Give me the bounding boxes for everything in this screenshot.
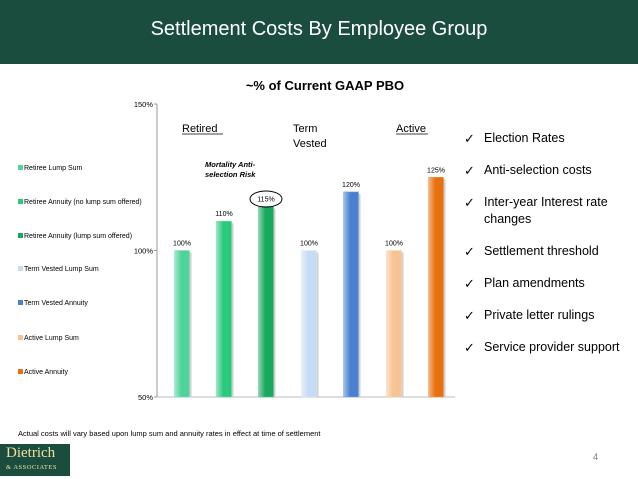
bullet-item: ✓ Plan amendments	[460, 275, 635, 292]
legend-swatch	[18, 266, 23, 271]
bar	[259, 207, 274, 397]
checkmark-icon: ✓	[464, 194, 475, 211]
legend-swatch	[18, 233, 23, 238]
legend-swatch	[18, 165, 23, 170]
bar-value-label: 100%	[173, 241, 191, 248]
bar-value-label: 120%	[342, 182, 360, 189]
legend-label: Active Lump Sum	[24, 335, 79, 342]
bullet-item: ✓ Settlement threshold	[460, 243, 635, 260]
bar	[429, 177, 444, 397]
bar-value-label: 115%	[257, 197, 274, 204]
legend-label: Retiree Annuity (lump sum offered)	[24, 233, 132, 240]
bar	[387, 251, 402, 398]
legend-label: Term Vested Annuity	[24, 300, 88, 307]
checkmark-icon: ✓	[464, 130, 475, 147]
bullet-item: ✓ Service provider support	[460, 339, 635, 356]
group-label: Term Vested	[293, 123, 327, 150]
bullet-item: ✓ Inter-year Interest rate changes	[460, 194, 635, 228]
legend-swatch	[18, 199, 23, 204]
checkmark-icon: ✓	[464, 307, 475, 324]
legend-swatch	[18, 369, 23, 374]
bar	[175, 251, 190, 398]
bullet-list: ✓ Election Rates ✓ Anti-selection costs ✓ I…	[460, 130, 635, 371]
y-tick-label: 150%	[134, 100, 154, 109]
bar	[217, 221, 232, 397]
legend-label: Retiree Annuity (no lump sum offered)	[24, 199, 142, 206]
page-number: 4	[593, 452, 598, 462]
group-label: Retired	[182, 123, 217, 135]
checkmark-icon: ✓	[464, 162, 475, 179]
footnote: Actual costs will vary based upon lump s…	[18, 429, 321, 438]
checkmark-icon: ✓	[464, 339, 475, 356]
legend-swatch	[18, 335, 23, 340]
legend-label: Active Annuity	[24, 369, 68, 376]
legend-label: Retiree Lump Sum	[24, 165, 83, 172]
y-tick-label: 100%	[134, 247, 154, 256]
bar-value-label: 125%	[427, 167, 445, 174]
checkmark-icon: ✓	[464, 243, 475, 260]
legend-label: Term Vested Lump Sum	[24, 266, 99, 273]
bullet-item: ✓ Election Rates	[460, 130, 635, 147]
group-label: Active	[396, 123, 426, 135]
bullet-item: ✓ Private letter rulings	[460, 307, 635, 324]
legend-swatch	[18, 300, 23, 305]
bar	[344, 192, 359, 397]
annotation-text: Mortality Anti-selection Risk	[205, 160, 256, 179]
bullet-item: ✓ Anti-selection costs	[460, 162, 635, 179]
checkmark-icon: ✓	[464, 275, 475, 292]
bar	[302, 251, 317, 398]
company-logo: Dietrich & ASSOCIATES	[0, 444, 70, 476]
bar-value-label: 100%	[385, 241, 403, 248]
bar-value-label: 110%	[215, 211, 232, 218]
y-tick-label: 50%	[138, 393, 153, 402]
bar-value-label: 100%	[300, 241, 318, 248]
